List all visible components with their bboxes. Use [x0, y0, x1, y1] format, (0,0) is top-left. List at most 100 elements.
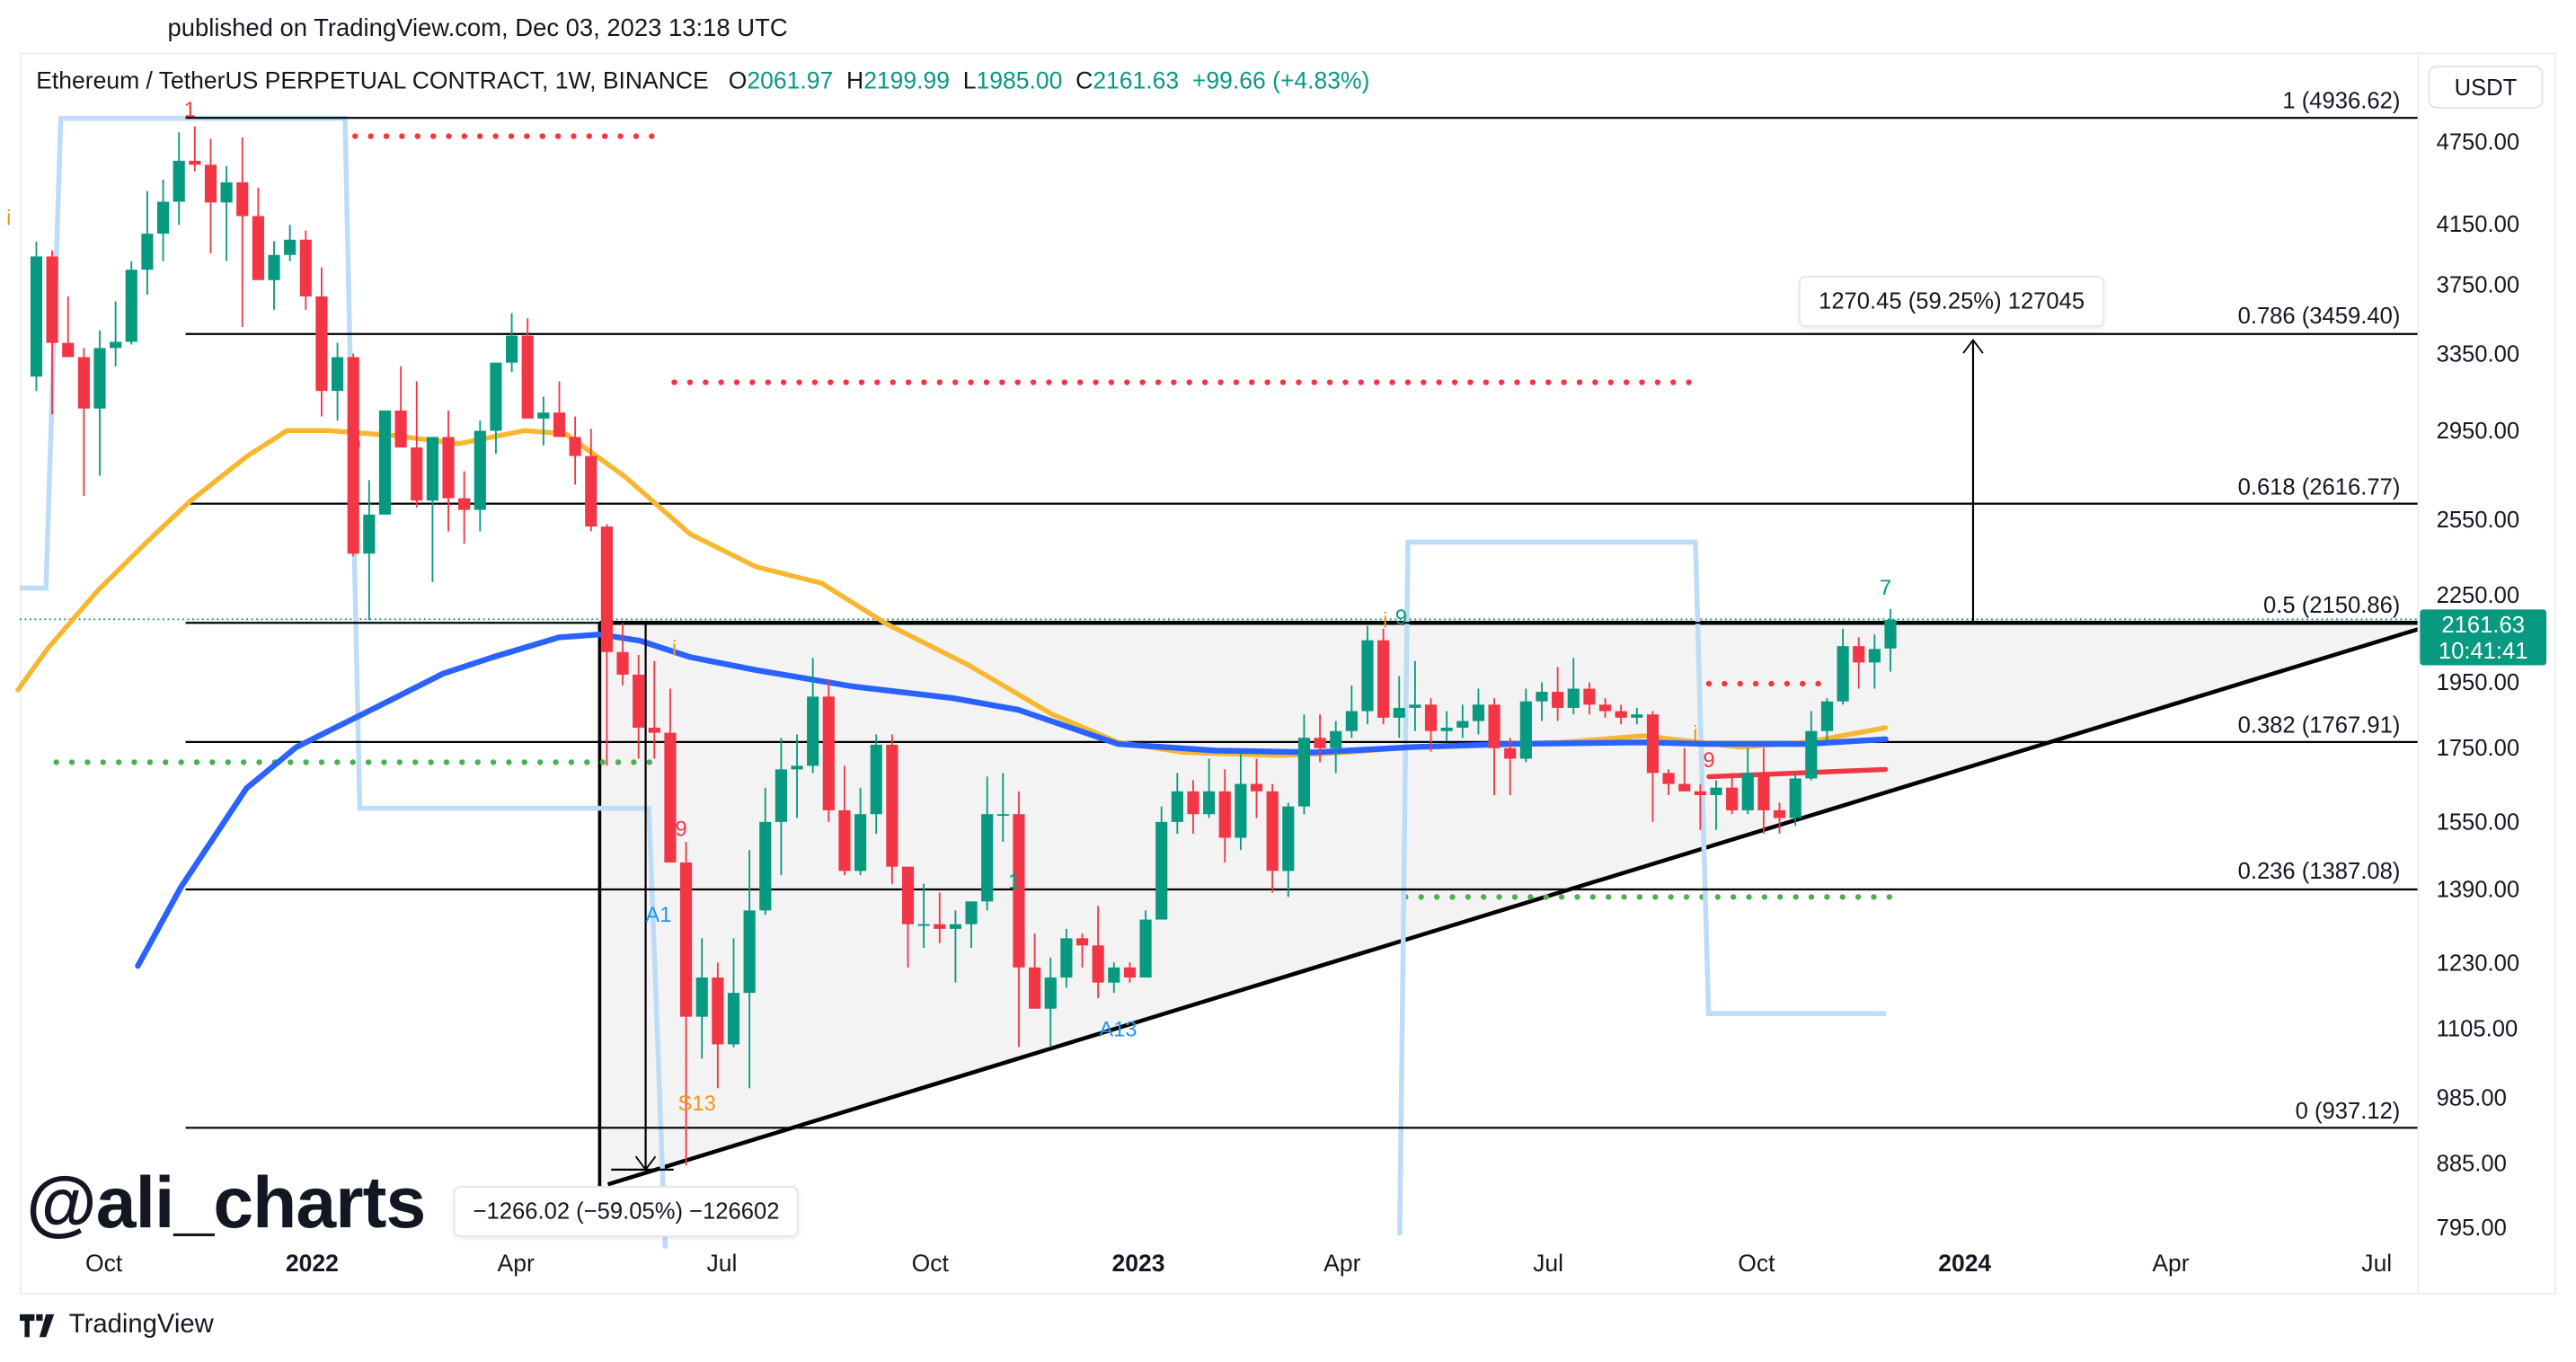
candle-body	[189, 160, 201, 165]
candle	[949, 910, 961, 983]
candle-body	[394, 410, 407, 448]
candle	[934, 892, 946, 943]
candle-body	[474, 430, 486, 510]
candle	[775, 738, 787, 876]
candle-body	[679, 862, 693, 1017]
measure-label-up[interactable]: 1270.45 (59.25%) 127045	[1799, 276, 2105, 327]
candle	[1187, 780, 1199, 835]
td-marker: A13	[1099, 1017, 1138, 1042]
candle-body	[1297, 738, 1311, 807]
candle-body	[759, 821, 772, 911]
price-tick: 2550.00	[2436, 506, 2520, 533]
candle	[1504, 738, 1517, 795]
candle-body	[1472, 704, 1485, 721]
candle	[189, 126, 201, 172]
price-tick: 3350.00	[2436, 340, 2520, 367]
candle	[1282, 802, 1295, 898]
candle	[1678, 747, 1691, 792]
candle-body	[62, 342, 75, 358]
td-marker: 7	[1879, 575, 1892, 601]
candle	[1440, 711, 1453, 742]
candle	[553, 381, 566, 438]
candle	[173, 132, 185, 226]
candle-body	[363, 514, 376, 554]
candle	[1536, 682, 1548, 721]
candle	[46, 250, 58, 415]
candle-body	[1726, 787, 1739, 810]
candle	[886, 734, 899, 884]
candle-body	[1424, 704, 1438, 731]
candle	[1235, 751, 1247, 851]
td-marker: A1	[645, 901, 672, 927]
td-marker: i	[6, 206, 12, 231]
candle	[1488, 698, 1500, 795]
candle-body	[284, 239, 297, 255]
candle	[1044, 957, 1057, 1048]
candle	[1092, 906, 1104, 998]
candle	[236, 137, 249, 327]
bar-countdown: 10:41:41	[2438, 637, 2528, 664]
td-marker: i	[1693, 721, 1698, 747]
candle-body	[1662, 773, 1675, 784]
footer-brand[interactable]: TradingView	[19, 1311, 214, 1340]
candle	[378, 410, 392, 515]
candle-body	[600, 526, 613, 652]
ascending-trendline	[606, 627, 2420, 1187]
candle	[1377, 628, 1390, 725]
price-tick: 1750.00	[2436, 735, 2520, 762]
candle	[1218, 769, 1231, 862]
currency-button[interactable]: USDT	[2428, 66, 2544, 109]
price-tick: 985.00	[2436, 1083, 2507, 1111]
high-label: H	[846, 68, 864, 96]
candle-body	[236, 181, 249, 217]
candle-body	[727, 993, 740, 1045]
candle	[870, 734, 882, 835]
candle-body	[1868, 649, 1881, 663]
candle	[981, 776, 994, 911]
price-tick: 4750.00	[2436, 128, 2520, 155]
measure-label-down[interactable]: −1266.02 (−59.05%) −126602	[453, 1186, 800, 1237]
candle-body	[585, 455, 598, 527]
td-marker: 9	[30, 263, 42, 289]
candle-body	[490, 362, 502, 431]
symbol-title: Ethereum / TetherUS PERPETUAL CONTRACT, …	[36, 68, 709, 96]
fib-level-label: 0.236 (1387.08)	[2237, 858, 2401, 885]
candle-body	[1345, 711, 1358, 731]
candle-body	[156, 201, 170, 234]
candle-body	[1393, 707, 1405, 718]
low-label: L	[962, 68, 977, 96]
candle	[1330, 721, 1342, 774]
candle	[156, 179, 170, 261]
candle-body	[712, 977, 724, 1045]
candle-body	[30, 256, 43, 377]
td-marker: 9	[1703, 747, 1715, 773]
candle-body	[886, 744, 899, 867]
candle	[1646, 711, 1660, 822]
candle	[679, 842, 693, 1166]
candle-body	[46, 256, 58, 343]
candle-body	[1853, 646, 1865, 663]
td-marker: i	[671, 635, 677, 661]
candle	[458, 471, 471, 544]
candle	[1631, 707, 1643, 725]
candle	[1250, 758, 1263, 818]
candle	[854, 787, 867, 876]
td-marker: 9	[675, 817, 687, 842]
candle	[838, 765, 851, 876]
price-tick: 1950.00	[2436, 668, 2520, 696]
candle	[284, 225, 297, 261]
candle	[1567, 658, 1580, 715]
candle-body	[1741, 773, 1754, 810]
time-tick: 2023	[1111, 1251, 1165, 1278]
fib-level-label: 1 (4936.62)	[2282, 86, 2401, 113]
candle	[1424, 698, 1438, 752]
candle-body	[347, 357, 359, 554]
candle	[600, 524, 613, 766]
candle	[743, 850, 756, 1089]
candle	[1076, 933, 1089, 968]
td-marker: 9	[1394, 604, 1407, 630]
candle	[1710, 780, 1722, 830]
candle-body	[1314, 738, 1326, 748]
candle	[62, 296, 75, 358]
